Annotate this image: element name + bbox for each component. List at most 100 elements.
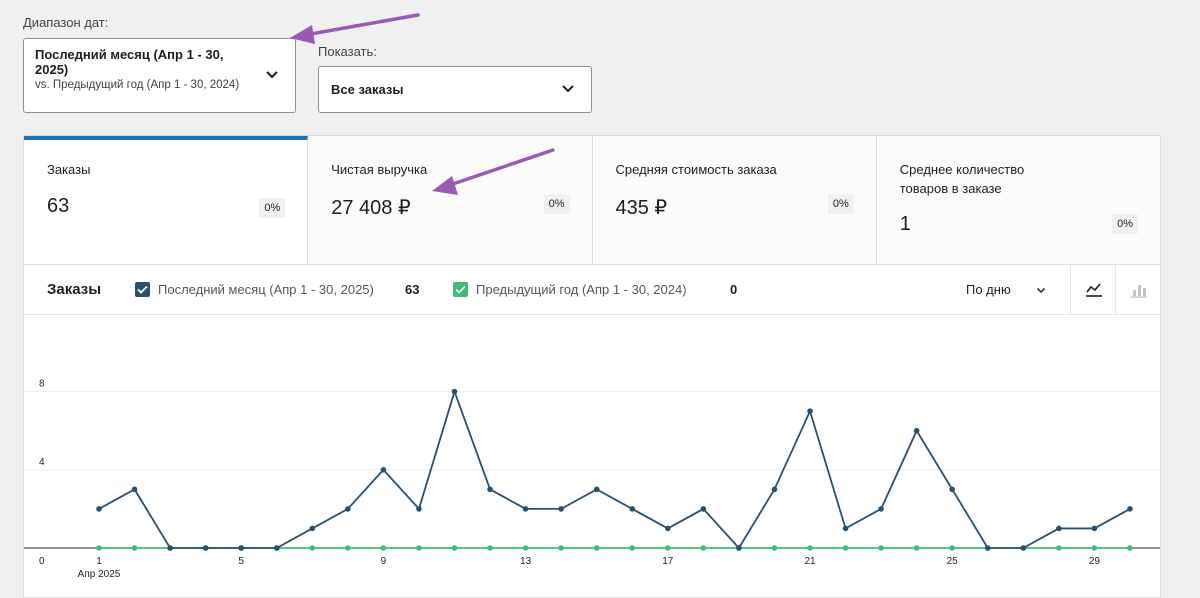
legend-total: 63 <box>405 282 420 297</box>
legend-label: Предыдущий год (Апр 1 - 30, 2024) <box>476 282 687 297</box>
data-point <box>1091 525 1098 532</box>
data-point <box>807 408 813 414</box>
card-change-badge: 0% <box>827 194 854 214</box>
data-point <box>522 545 529 551</box>
data-point <box>167 545 173 551</box>
data-point <box>202 545 209 551</box>
card-value: 435 ₽ <box>615 197 668 219</box>
data-point <box>522 506 529 512</box>
card-avg-order-value[interactable]: Средняя стоимость заказа 435 ₽ 0% <box>592 136 877 264</box>
data-point <box>96 545 102 551</box>
data-point <box>309 545 316 551</box>
line-chart-icon[interactable] <box>1070 265 1116 315</box>
bar-chart-icon[interactable] <box>1115 265 1161 315</box>
interval-select[interactable]: По дню <box>966 282 1011 297</box>
card-orders[interactable]: Заказы 63 0% <box>24 136 309 264</box>
data-point <box>487 545 493 551</box>
card-value: 63 <box>47 195 70 217</box>
card-value: 1 <box>899 213 911 235</box>
card-net-revenue[interactable]: Чистая выручка 27 408 ₽ 0% <box>308 136 593 264</box>
card-avg-items-per-order[interactable]: Среднее количество товаров в заказе 1 0% <box>876 136 1160 264</box>
card-change-badge: 0% <box>543 194 570 214</box>
data-point <box>558 506 564 512</box>
data-point <box>949 486 955 493</box>
data-point <box>451 388 458 395</box>
chevron-down-icon <box>1036 287 1046 294</box>
x-tick-label: 13 <box>520 556 532 567</box>
date-range-compare: vs. Предыдущий год (Апр 1 - 30, 2024) <box>35 79 240 91</box>
data-point <box>593 486 600 493</box>
data-point <box>345 545 351 551</box>
data-point <box>380 545 387 551</box>
data-point <box>416 506 422 512</box>
orders-chart-panel: Заказы Последний месяц (Апр 1 - 30, 2025… <box>23 265 1161 598</box>
data-point <box>1056 545 1062 551</box>
chevron-down-icon <box>266 70 278 78</box>
data-point <box>416 545 422 551</box>
data-point <box>665 545 671 551</box>
data-point <box>238 545 244 551</box>
legend-label: Последний месяц (Апр 1 - 30, 2025) <box>158 282 374 297</box>
data-point <box>700 545 707 551</box>
data-point <box>878 545 884 551</box>
data-point <box>949 545 955 551</box>
show-value: Все заказы <box>331 82 404 97</box>
data-point <box>1020 545 1027 551</box>
legend-current[interactable]: Последний месяц (Апр 1 - 30, 2025) <box>135 282 374 297</box>
checkbox-checked-icon[interactable] <box>135 282 150 297</box>
x-tick-label: 29 <box>1089 556 1101 567</box>
checkbox-checked-icon[interactable] <box>453 282 468 297</box>
card-title: Чистая выручка <box>331 162 428 177</box>
legend-total: 0 <box>730 282 738 297</box>
data-point <box>273 545 280 551</box>
date-range-label: Диапазон дат: <box>23 15 109 30</box>
data-point <box>1127 506 1133 512</box>
card-value: 27 408 ₽ <box>331 197 411 219</box>
card-title: Средняя стоимость заказа <box>615 162 777 177</box>
chart-title: Заказы <box>47 281 102 298</box>
data-point <box>913 545 920 551</box>
data-point <box>487 486 493 493</box>
data-point <box>131 545 138 551</box>
data-point <box>629 545 636 551</box>
date-range-main: Последний месяц (Апр 1 - 30, 2025) <box>35 47 224 77</box>
x-tick-label: 9 <box>381 556 387 567</box>
data-point <box>771 545 778 551</box>
chart-header: Заказы Последний месяц (Апр 1 - 30, 2025… <box>24 265 1160 315</box>
data-point <box>96 506 102 512</box>
card-title: Заказы <box>47 162 91 177</box>
card-change-badge: 0% <box>259 198 286 218</box>
data-point <box>629 506 636 512</box>
x-tick-label: 21 <box>804 556 816 567</box>
card-change-badge: 0% <box>1112 214 1138 234</box>
data-point <box>380 467 387 473</box>
date-range-dropdown[interactable]: Последний месяц (Апр 1 - 30, 2025) vs. П… <box>23 38 296 113</box>
y-tick-label: 0 <box>39 556 45 567</box>
summary-cards: Заказы 63 0% Чистая выручка 27 408 ₽ 0% … <box>23 135 1161 265</box>
data-point <box>1056 525 1062 532</box>
x-sublabel: Апр 2025 <box>78 569 121 580</box>
data-point <box>345 506 351 512</box>
y-tick-label: 4 <box>39 457 45 468</box>
data-point <box>451 545 458 551</box>
arrow-icon <box>290 13 420 44</box>
x-tick-label: 25 <box>947 556 959 567</box>
data-point <box>736 545 742 551</box>
data-point <box>878 506 884 512</box>
data-point <box>771 486 778 493</box>
data-point <box>1091 545 1098 551</box>
data-point <box>984 545 991 551</box>
data-point <box>665 525 671 532</box>
data-point <box>1127 545 1133 551</box>
y-tick-label: 8 <box>39 379 45 390</box>
data-point <box>558 545 564 551</box>
orders-line-chart: 048121591317212529Апр 2025 <box>24 300 1160 580</box>
show-dropdown[interactable]: Все заказы <box>318 66 592 113</box>
x-tick-label: 5 <box>238 556 244 567</box>
data-point <box>131 486 138 493</box>
data-point <box>807 545 813 551</box>
legend-previous[interactable]: Предыдущий год (Апр 1 - 30, 2024) <box>453 282 687 297</box>
data-point <box>700 506 707 512</box>
data-point <box>913 427 920 434</box>
chevron-down-icon <box>562 84 574 92</box>
